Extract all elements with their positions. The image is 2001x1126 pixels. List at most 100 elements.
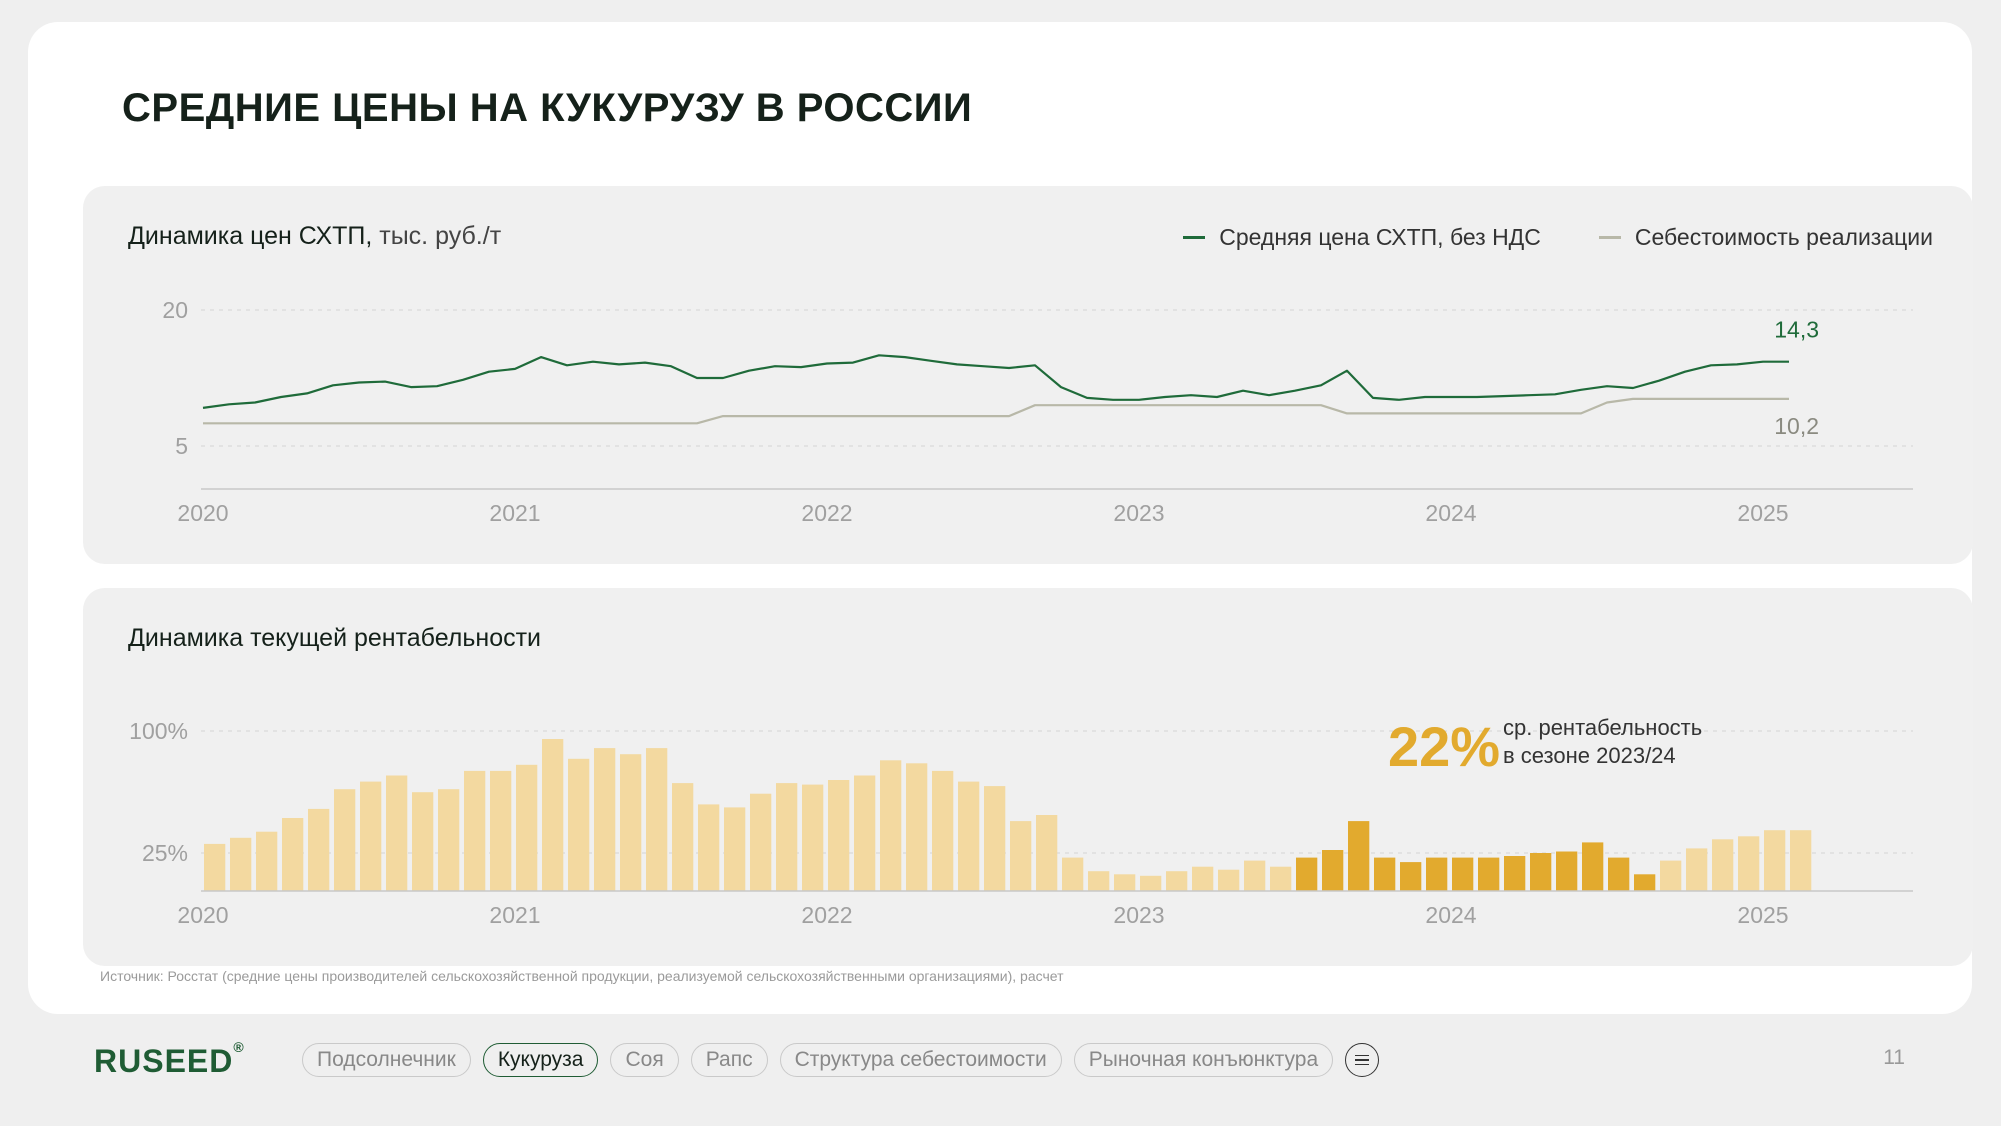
price-end-label: 14,3 — [1774, 317, 1819, 343]
profit-bar — [1166, 871, 1188, 891]
profit-bar — [932, 770, 954, 891]
profit-bar — [646, 748, 668, 891]
profit-bar — [802, 784, 824, 891]
profit-bar — [1504, 856, 1526, 891]
profit-bar — [1348, 821, 1370, 891]
profit-bar — [1426, 857, 1448, 891]
nav-tab-5[interactable]: Рыночная конъюнктура — [1073, 1043, 1334, 1077]
profit-bar — [256, 831, 278, 891]
profit-x-tick-label: 2022 — [801, 902, 852, 928]
profit-bar — [1062, 857, 1084, 891]
profit-bar — [958, 781, 980, 891]
profit-x-tick-label: 2021 — [489, 902, 540, 928]
profit-x-tick-label: 2024 — [1425, 902, 1476, 928]
profit-bar — [1270, 866, 1292, 891]
profit-bar — [1088, 871, 1110, 891]
price-series-line — [202, 354, 1789, 409]
profit-bar — [438, 789, 460, 891]
profit-bar — [1296, 857, 1318, 891]
price-x-tick-label: 2022 — [801, 500, 852, 526]
profit-bar — [776, 783, 798, 891]
nav-tab-3[interactable]: Рапс — [690, 1043, 768, 1077]
profit-bar — [1738, 836, 1760, 891]
legend-swatch-price — [1183, 236, 1206, 239]
profit-bar — [542, 739, 564, 891]
page-title: СРЕДНИЕ ЦЕНЫ НА КУКУРУЗУ В РОССИИ — [122, 86, 973, 130]
profit-bar — [1478, 857, 1500, 891]
price-y-tick-label: 5 — [175, 433, 188, 459]
logo-mark: ® — [233, 1039, 245, 1055]
profit-bar — [672, 783, 694, 891]
profit-bar — [230, 837, 252, 891]
profit-bar — [1790, 830, 1812, 891]
profit-bar — [1218, 869, 1240, 891]
nav-tab-2[interactable]: Соя — [610, 1043, 679, 1077]
profit-bar — [906, 763, 928, 891]
price-chart-title-text: Динамика цен СХТП, — [128, 222, 373, 250]
logo-text: RUSEED — [94, 1043, 234, 1079]
profit-bar — [1660, 860, 1682, 891]
price-chart-title: Динамика цен СХТП, тыс. руб./т — [128, 222, 501, 251]
profit-bar — [594, 748, 616, 891]
profit-bar — [1634, 874, 1656, 891]
profit-bar — [854, 775, 876, 891]
profit-bar — [1244, 860, 1266, 891]
profit-bar — [1374, 857, 1396, 891]
profit-bar — [1764, 830, 1786, 891]
legend-swatch-cost — [1598, 236, 1621, 239]
price-x-tick-label: 2020 — [177, 500, 228, 526]
profit-bar — [412, 792, 434, 891]
legend-label-price: Средняя цена СХТП, без НДС — [1219, 224, 1541, 250]
profit-y-tick-label: 100% — [129, 718, 188, 744]
price-x-tick-label: 2024 — [1425, 500, 1476, 526]
profit-bar — [490, 770, 512, 891]
profit-bar — [1452, 857, 1474, 891]
profit-bar — [360, 781, 382, 891]
nav-tab-0[interactable]: Подсолнечник — [302, 1043, 471, 1077]
section-nav: Подсолнечник Кукуруза Соя Рапс Структура себ… — [302, 1043, 1380, 1077]
profit-x-tick-label: 2020 — [177, 902, 228, 928]
profit-bar — [1556, 851, 1578, 891]
profit-annotation-value: 22% — [1388, 715, 1500, 778]
profit-bar — [984, 786, 1006, 891]
legend-item-cost: Себестоимость реализации — [1598, 224, 1933, 251]
profit-bar — [1400, 862, 1422, 891]
profit-y-tick-label: 25% — [142, 840, 188, 866]
profit-bar — [1686, 848, 1708, 891]
profit-bar — [880, 760, 902, 891]
cost-series-line — [203, 397, 1789, 425]
profit-bar — [568, 758, 590, 891]
source-note: Источник: Росстат (средние цены производ… — [100, 968, 1064, 984]
profit-x-tick-label: 2025 — [1737, 902, 1788, 928]
ruseed-logo[interactable]: RUSEED® — [94, 1039, 245, 1080]
price-x-tick-label: 2025 — [1737, 500, 1788, 526]
profitability-chart-panel: Динамика текущей рентабельности 100% 25% 2… — [83, 588, 1973, 966]
profit-bar — [464, 770, 486, 891]
profit-bar — [698, 804, 720, 891]
profit-bar — [386, 775, 408, 891]
price-end-label: 10,2 — [1774, 413, 1819, 439]
profit-bar — [620, 754, 642, 891]
profit-bar — [1192, 866, 1214, 891]
price-chart-unit: тыс. руб./т — [379, 222, 502, 250]
profit-annotation-line1: ср. рентабельность — [1503, 715, 1702, 740]
profit-bar — [1530, 853, 1552, 891]
profit-bar — [1036, 815, 1058, 891]
profit-annotation-line2: в сезоне 2023/24 — [1503, 743, 1676, 768]
profit-bar — [1010, 821, 1032, 891]
price-x-tick-label: 2023 — [1113, 500, 1164, 526]
nav-tab-4[interactable]: Структура себестоимости — [779, 1043, 1062, 1077]
profit-bar — [334, 789, 356, 891]
profit-bar — [282, 818, 304, 891]
profit-x-tick-label: 2023 — [1113, 902, 1164, 928]
profit-bar — [1582, 842, 1604, 891]
menu-icon[interactable] — [1345, 1043, 1380, 1077]
profit-bar — [828, 780, 850, 891]
profit-bar — [724, 807, 746, 891]
price-chart-panel: Динамика цен СХТП, тыс. руб./т Средняя ц… — [83, 186, 1973, 564]
profit-bar — [204, 843, 226, 891]
price-y-tick-label: 20 — [162, 297, 188, 323]
price-line-chart: 20 5 2020 2021 2022 2023 2024 2025 14,3 10,2 — [162, 297, 1913, 526]
nav-tab-1[interactable]: Кукуруза — [482, 1043, 599, 1077]
profit-bar — [1114, 874, 1136, 891]
